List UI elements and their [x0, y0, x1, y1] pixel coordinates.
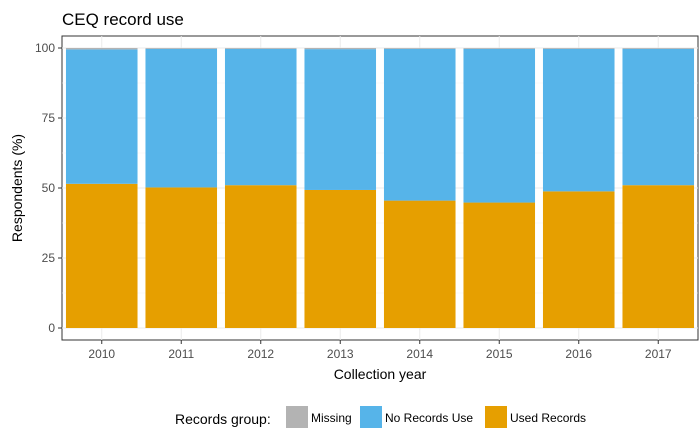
x-tick-label: 2010 — [88, 347, 115, 361]
bar-used-records-2016 — [542, 191, 615, 328]
bar-used-records-2014 — [383, 200, 456, 328]
bar-missing-2011 — [145, 48, 218, 49]
bar-used-records-2013 — [304, 189, 377, 328]
legend-key-no-records-use — [360, 406, 382, 428]
bar-no-records-use-2017 — [622, 48, 695, 186]
legend-key-used-records — [485, 406, 507, 428]
x-axis-ticks: 2010 2011 2012 2013 2014 2015 2016 2017 — [88, 340, 672, 361]
legend: Records group: Missing No Records Use Used… — [175, 406, 586, 428]
y-tick-label: 100 — [35, 41, 55, 55]
legend-label: Used Records — [510, 411, 586, 425]
x-tick-label: 2014 — [406, 347, 433, 361]
bar-missing-2010 — [65, 48, 138, 50]
bar-no-records-use-2011 — [145, 48, 218, 188]
bar-used-records-2010 — [65, 183, 138, 328]
x-tick-label: 2013 — [327, 347, 354, 361]
bar-used-records-2015 — [463, 202, 536, 328]
bars — [65, 48, 695, 328]
y-axis-title: Respondents (%) — [9, 134, 25, 242]
bar-no-records-use-2015 — [463, 48, 536, 203]
x-tick-label: 2012 — [247, 347, 274, 361]
y-tick-label: 50 — [42, 181, 56, 195]
bar-missing-2013 — [304, 48, 377, 50]
bar-missing-2016 — [542, 48, 615, 49]
bar-missing-2014 — [383, 48, 456, 49]
x-tick-label: 2016 — [565, 347, 592, 361]
x-axis-title: Collection year — [334, 366, 427, 382]
y-axis-ticks: 0 25 50 75 100 — [35, 41, 62, 335]
x-tick-label: 2011 — [168, 347, 194, 361]
legend-label: No Records Use — [385, 411, 473, 425]
bar-no-records-use-2013 — [304, 49, 377, 190]
x-tick-label: 2017 — [645, 347, 672, 361]
bar-no-records-use-2010 — [65, 49, 138, 184]
bar-used-records-2017 — [622, 185, 695, 328]
y-tick-label: 75 — [42, 111, 56, 125]
legend-key-missing — [286, 406, 308, 428]
legend-title: Records group: — [175, 411, 271, 427]
legend-label: Missing — [311, 411, 352, 425]
x-tick-label: 2015 — [486, 347, 513, 361]
bar-missing-2012 — [224, 48, 297, 49]
bar-missing-2017 — [622, 48, 695, 49]
bar-used-records-2012 — [224, 185, 297, 328]
bar-missing-2015 — [463, 48, 536, 49]
chart-title: CEQ record use — [62, 10, 184, 29]
bar-no-records-use-2016 — [542, 48, 615, 192]
y-tick-label: 0 — [48, 321, 55, 335]
y-tick-label: 25 — [42, 251, 56, 265]
bar-no-records-use-2014 — [383, 48, 456, 201]
bar-used-records-2011 — [145, 187, 218, 328]
bar-no-records-use-2012 — [224, 48, 297, 186]
